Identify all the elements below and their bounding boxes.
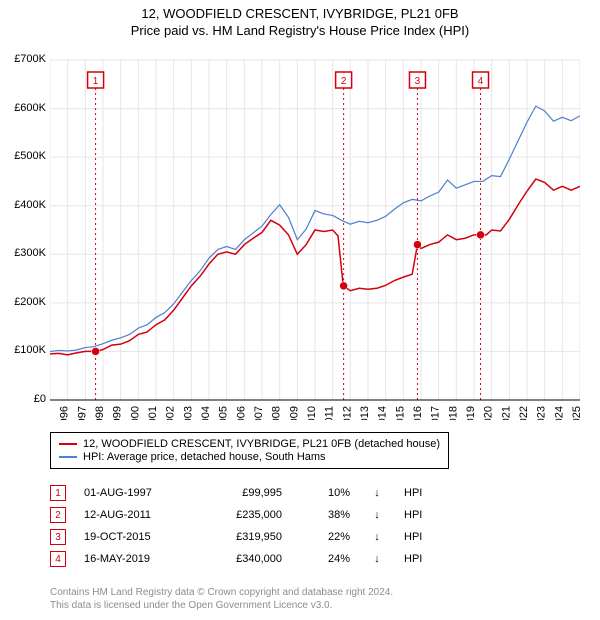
svg-text:2005: 2005 xyxy=(218,406,230,420)
svg-text:1998: 1998 xyxy=(94,406,106,420)
down-arrow-icon: ↓ xyxy=(368,487,386,499)
sales-table-row: 4 16-MAY-2019 £340,000 24% ↓ HPI xyxy=(50,548,434,570)
svg-text:1996: 1996 xyxy=(59,406,71,420)
legend: 12, WOODFIELD CRESCENT, IVYBRIDGE, PL21 … xyxy=(50,432,449,469)
chart-container: 12, WOODFIELD CRESCENT, IVYBRIDGE, PL21 … xyxy=(0,0,600,620)
legend-label-hpi: HPI: Average price, detached house, Sout… xyxy=(83,451,326,463)
y-axis-label: £300K xyxy=(14,247,46,259)
svg-text:2021: 2021 xyxy=(500,406,512,420)
svg-text:2006: 2006 xyxy=(235,406,247,420)
svg-text:1999: 1999 xyxy=(112,406,124,420)
svg-text:1997: 1997 xyxy=(76,406,88,420)
subtitle: Price paid vs. HM Land Registry's House … xyxy=(0,23,600,38)
svg-text:2011: 2011 xyxy=(324,406,336,420)
footer: Contains HM Land Registry data © Crown c… xyxy=(50,586,393,612)
svg-text:3: 3 xyxy=(415,76,421,87)
sale-price: £340,000 xyxy=(212,553,282,565)
sale-marker-box: 2 xyxy=(50,507,66,523)
sale-pct: 22% xyxy=(300,531,350,543)
y-axis-label: £600K xyxy=(14,102,46,114)
y-axis-label: £100K xyxy=(14,344,46,356)
sales-table: 1 01-AUG-1997 £99,995 10% ↓ HPI 2 12-AUG-2011 £2… xyxy=(50,482,434,570)
sale-hpi-label: HPI xyxy=(404,509,434,521)
sale-date: 19-OCT-2015 xyxy=(84,531,194,543)
sale-marker-box: 4 xyxy=(50,551,66,567)
svg-text:1: 1 xyxy=(93,76,99,87)
svg-text:2019: 2019 xyxy=(465,406,477,420)
sales-table-row: 3 19-OCT-2015 £319,950 22% ↓ HPI xyxy=(50,526,434,548)
sale-price: £235,000 xyxy=(212,509,282,521)
title: 12, WOODFIELD CRESCENT, IVYBRIDGE, PL21 … xyxy=(0,6,600,21)
sale-marker-box: 1 xyxy=(50,485,66,501)
y-axis-label: £700K xyxy=(14,53,46,65)
sale-hpi-label: HPI xyxy=(404,487,434,499)
sale-pct: 24% xyxy=(300,553,350,565)
sale-hpi-label: HPI xyxy=(404,553,434,565)
svg-text:2016: 2016 xyxy=(412,406,424,420)
svg-text:2015: 2015 xyxy=(394,406,406,420)
svg-text:2012: 2012 xyxy=(341,406,353,420)
svg-text:2018: 2018 xyxy=(447,406,459,420)
svg-text:2002: 2002 xyxy=(165,406,177,420)
sale-date: 16-MAY-2019 xyxy=(84,553,194,565)
svg-text:2001: 2001 xyxy=(147,406,159,420)
y-axis-label: £200K xyxy=(14,296,46,308)
down-arrow-icon: ↓ xyxy=(368,553,386,565)
y-axis-label: £400K xyxy=(14,199,46,211)
legend-row-property: 12, WOODFIELD CRESCENT, IVYBRIDGE, PL21 … xyxy=(59,438,440,450)
sale-price: £99,995 xyxy=(212,487,282,499)
legend-label-property: 12, WOODFIELD CRESCENT, IVYBRIDGE, PL21 … xyxy=(83,438,440,450)
down-arrow-icon: ↓ xyxy=(368,509,386,521)
chart-area: 1 2 3 4 1995 1996 1997 1998 1999 2000 2001 2002 2003… xyxy=(50,50,580,420)
sale-pct: 10% xyxy=(300,487,350,499)
sale-marker-box: 3 xyxy=(50,529,66,545)
footer-line-1: Contains HM Land Registry data © Crown c… xyxy=(50,586,393,599)
svg-text:2000: 2000 xyxy=(129,406,141,420)
svg-text:2020: 2020 xyxy=(483,406,495,420)
title-block: 12, WOODFIELD CRESCENT, IVYBRIDGE, PL21 … xyxy=(0,0,600,38)
svg-text:2010: 2010 xyxy=(306,406,318,420)
svg-text:2007: 2007 xyxy=(253,406,265,420)
svg-text:2025: 2025 xyxy=(571,406,580,420)
sale-price: £319,950 xyxy=(212,531,282,543)
svg-text:2022: 2022 xyxy=(518,406,530,420)
legend-row-hpi: HPI: Average price, detached house, Sout… xyxy=(59,451,440,463)
y-axis-label: £500K xyxy=(14,150,46,162)
sales-table-row: 2 12-AUG-2011 £235,000 38% ↓ HPI xyxy=(50,504,434,526)
svg-text:4: 4 xyxy=(478,76,484,87)
down-arrow-icon: ↓ xyxy=(368,531,386,543)
svg-text:2017: 2017 xyxy=(430,406,442,420)
sale-date: 01-AUG-1997 xyxy=(84,487,194,499)
svg-text:2013: 2013 xyxy=(359,406,371,420)
svg-text:2004: 2004 xyxy=(200,406,212,420)
svg-text:1995: 1995 xyxy=(50,406,53,420)
footer-line-2: This data is licensed under the Open Gov… xyxy=(50,599,393,612)
svg-text:2023: 2023 xyxy=(536,406,548,420)
y-axis-label: £0 xyxy=(34,393,46,405)
sale-hpi-label: HPI xyxy=(404,531,434,543)
svg-text:2003: 2003 xyxy=(182,406,194,420)
svg-text:2008: 2008 xyxy=(271,406,283,420)
sale-pct: 38% xyxy=(300,509,350,521)
legend-swatch-hpi xyxy=(59,456,77,458)
svg-text:2024: 2024 xyxy=(553,406,565,420)
sales-table-row: 1 01-AUG-1997 £99,995 10% ↓ HPI xyxy=(50,482,434,504)
sale-date: 12-AUG-2011 xyxy=(84,509,194,521)
chart-svg: 1 2 3 4 1995 1996 1997 1998 1999 2000 2001 2002 2003… xyxy=(50,50,580,420)
svg-text:2: 2 xyxy=(341,76,347,87)
svg-text:2009: 2009 xyxy=(288,406,300,420)
svg-text:2014: 2014 xyxy=(377,406,389,420)
legend-swatch-property xyxy=(59,443,77,445)
